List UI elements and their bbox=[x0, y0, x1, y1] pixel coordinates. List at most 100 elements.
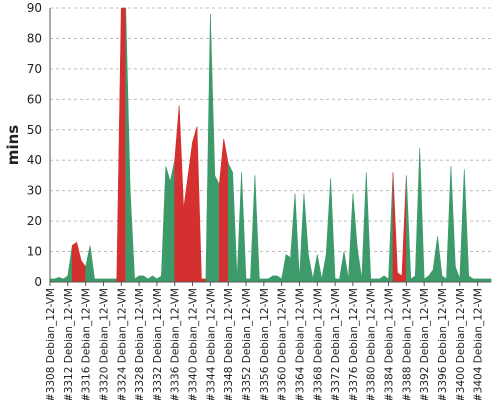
build-segment bbox=[410, 275, 416, 283]
y-tick-label: 70 bbox=[27, 62, 42, 76]
build-segment bbox=[156, 275, 162, 283]
build-segment bbox=[463, 169, 470, 283]
build-segment bbox=[58, 277, 64, 283]
build-segment bbox=[241, 172, 247, 283]
build-segment bbox=[76, 242, 82, 283]
build-segment bbox=[267, 275, 274, 283]
build-segment bbox=[441, 275, 447, 283]
build-segment bbox=[330, 178, 336, 283]
build-segment bbox=[294, 193, 300, 283]
gridlines bbox=[50, 7, 491, 253]
build-segment bbox=[192, 126, 198, 283]
build-segment bbox=[152, 275, 158, 283]
build-segment bbox=[281, 254, 287, 283]
build-segment bbox=[187, 141, 193, 283]
build-segment bbox=[343, 251, 349, 283]
build-segment bbox=[303, 193, 309, 283]
x-tick-label: #3400 Debian_12-VM bbox=[455, 288, 467, 400]
y-axis-label: mins bbox=[4, 125, 22, 165]
y-tick-label: 30 bbox=[27, 184, 42, 198]
build-segment bbox=[321, 254, 327, 283]
build-segment bbox=[388, 172, 394, 283]
build-segment bbox=[468, 275, 474, 283]
build-segment bbox=[120, 7, 127, 283]
y-tick-label: 20 bbox=[27, 214, 42, 228]
y-tick-label: 60 bbox=[27, 92, 42, 106]
build-segment bbox=[437, 236, 443, 283]
build-segment bbox=[71, 241, 78, 283]
build-segment bbox=[134, 275, 140, 283]
build-segment bbox=[325, 178, 331, 283]
x-tick-labels: #3308 Debian_12-VM #3312 Debian_12-VM #331… bbox=[45, 282, 485, 402]
duration-areas bbox=[49, 7, 492, 283]
build-segment bbox=[379, 275, 385, 283]
build-segment bbox=[406, 175, 412, 283]
build-segment bbox=[210, 14, 216, 283]
build-segment bbox=[147, 275, 153, 283]
axes bbox=[49, 8, 491, 283]
build-segment bbox=[383, 275, 389, 283]
build-segment bbox=[205, 14, 211, 283]
build-segment bbox=[392, 172, 398, 283]
build-segment bbox=[183, 175, 189, 283]
build-segment bbox=[352, 193, 358, 283]
build-segment bbox=[272, 275, 278, 283]
build-segment bbox=[125, 7, 131, 283]
build-segment bbox=[214, 175, 220, 283]
build-segment bbox=[67, 245, 73, 283]
build-segment bbox=[361, 172, 367, 283]
build-segment bbox=[312, 254, 318, 283]
build-segment bbox=[423, 275, 429, 283]
build-segment bbox=[365, 172, 372, 283]
x-tick-label: #3348 Debian_12-VM bbox=[223, 288, 235, 400]
build-segment bbox=[414, 148, 421, 283]
y-tick-label: 0 bbox=[34, 275, 42, 289]
build-segment bbox=[236, 172, 242, 283]
x-tick-label: #3324 Debian_12-VM bbox=[116, 288, 128, 400]
x-tick-label: #3396 Debian_12-VM bbox=[437, 288, 449, 400]
build-segment bbox=[348, 193, 354, 283]
build-segment bbox=[80, 259, 86, 283]
build-segment bbox=[116, 7, 122, 283]
build-segment bbox=[161, 166, 167, 283]
x-tick-label: #3332 Debian_12-VM bbox=[152, 288, 164, 400]
x-tick-label: #3364 Debian_12-VM bbox=[294, 288, 306, 400]
y-tick-label: 90 bbox=[27, 1, 42, 15]
build-segment bbox=[419, 148, 425, 283]
build-segment bbox=[250, 175, 256, 283]
y-tick-label: 50 bbox=[27, 123, 42, 137]
x-tick-label: #3360 Debian_12-VM bbox=[277, 288, 289, 400]
build-segment bbox=[196, 126, 202, 283]
build-segment bbox=[316, 254, 323, 283]
build-segment bbox=[299, 193, 305, 283]
build-segment bbox=[165, 166, 171, 283]
x-tick-label: #3312 Debian_12-VM bbox=[63, 288, 75, 400]
x-tick-label: #3392 Debian_12-VM bbox=[419, 288, 431, 400]
x-tick-label: #3308 Debian_12-VM bbox=[45, 288, 57, 400]
y-tick-label: 40 bbox=[27, 153, 42, 167]
build-segment bbox=[138, 275, 144, 283]
x-tick-label: #3316 Debian_12-VM bbox=[81, 288, 93, 400]
x-tick-label: #3388 Debian_12-VM bbox=[401, 288, 413, 400]
x-tick-label: #3352 Debian_12-VM bbox=[241, 288, 253, 400]
x-tick-label: #3336 Debian_12-VM bbox=[170, 288, 182, 400]
build-segment bbox=[54, 277, 60, 283]
build-segment bbox=[223, 138, 229, 283]
x-tick-label: #3320 Debian_12-VM bbox=[98, 288, 110, 400]
build-segment bbox=[450, 166, 456, 283]
build-segment bbox=[63, 275, 69, 283]
build-segment bbox=[276, 275, 282, 283]
build-segment bbox=[129, 190, 135, 283]
x-tick-label: #3376 Debian_12-VM bbox=[348, 288, 360, 400]
build-segment bbox=[285, 254, 291, 283]
build-segment bbox=[232, 172, 238, 283]
build-segment bbox=[428, 268, 434, 283]
x-tick-label: #3340 Debian_12-VM bbox=[188, 288, 200, 400]
build-segment bbox=[169, 160, 176, 283]
build-segment bbox=[455, 266, 461, 283]
x-tick-label: #3380 Debian_12-VM bbox=[366, 288, 378, 400]
y-tick-label: 80 bbox=[27, 31, 42, 45]
x-tick-label: #3344 Debian_12-VM bbox=[205, 288, 217, 400]
